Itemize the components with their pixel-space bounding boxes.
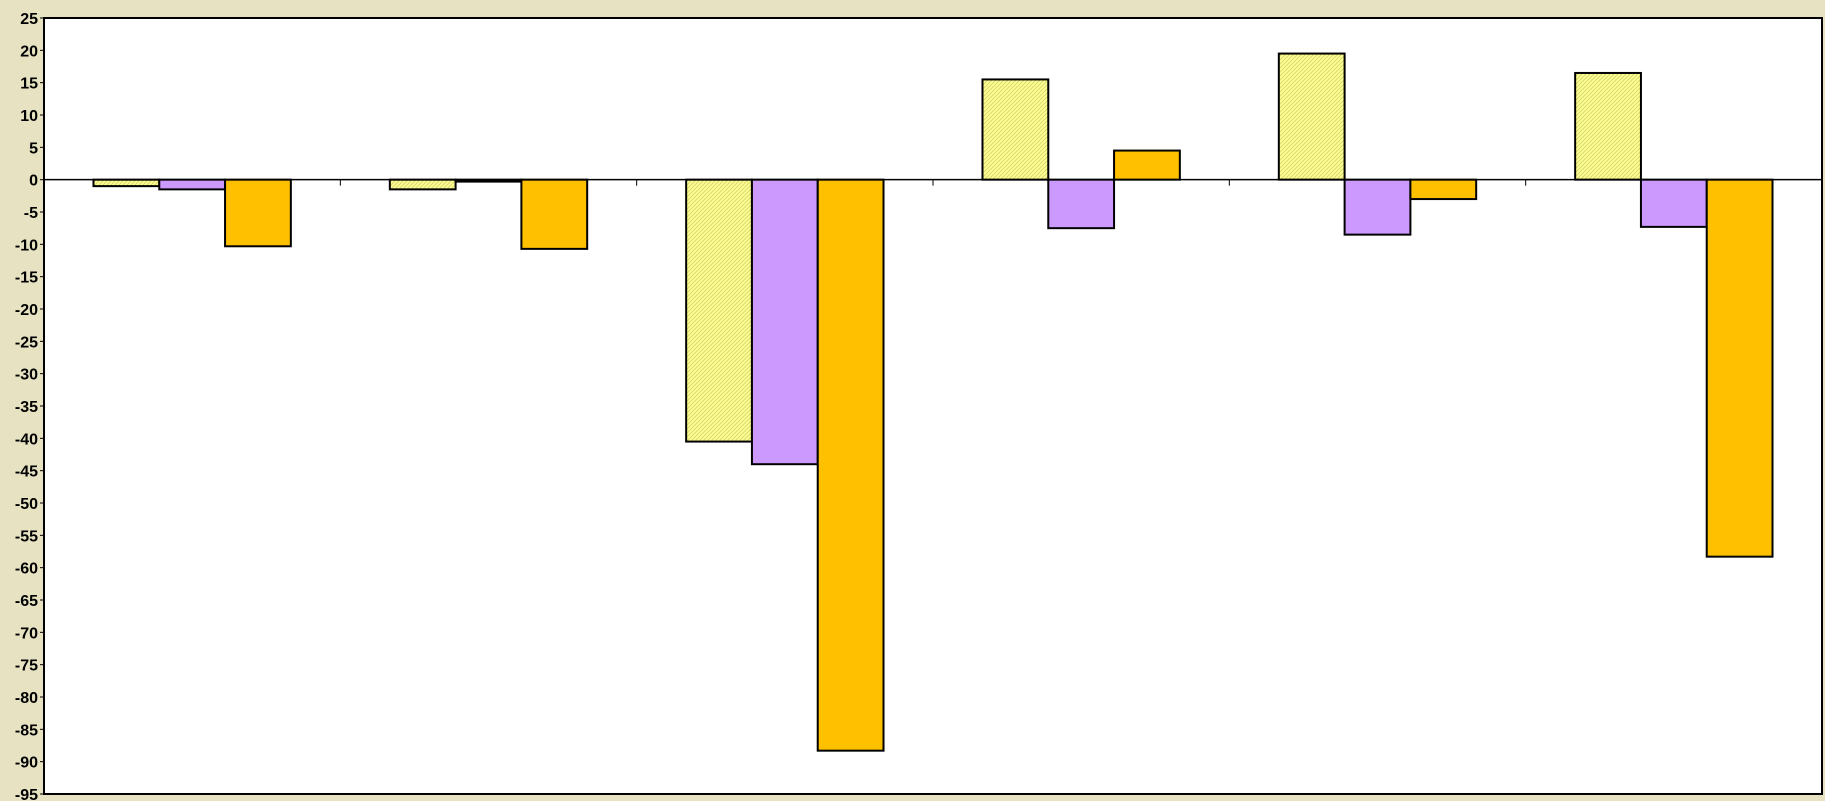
y-tick-label: -80	[15, 690, 38, 707]
bar	[1574, 71, 1642, 181]
bar	[1705, 178, 1774, 558]
y-tick-label: -15	[15, 270, 38, 287]
y-tick-label: 25	[20, 11, 38, 28]
bar	[685, 178, 753, 443]
y-tick-label: -35	[15, 399, 38, 416]
y-tick-label: -90	[15, 755, 38, 772]
y-tick-label: 0	[29, 173, 38, 190]
y-tick-label: -75	[15, 658, 38, 675]
y-tick-label: -40	[15, 431, 38, 448]
y-tick-label: 5	[29, 140, 38, 157]
plot-area	[43, 17, 1823, 795]
bar	[92, 178, 161, 188]
y-tick-label: -25	[15, 334, 38, 351]
y-tick-label: 15	[20, 76, 38, 93]
y-tick-label: 10	[20, 108, 38, 125]
bar	[158, 178, 227, 191]
y-tick-label: -65	[15, 593, 38, 610]
bar	[981, 78, 1050, 181]
bar	[750, 178, 819, 466]
bar	[1409, 178, 1478, 201]
y-tick-label: -45	[15, 464, 38, 481]
bar	[1639, 178, 1708, 228]
y-tick-label: -30	[15, 367, 38, 384]
y-tick-label: -70	[15, 625, 38, 642]
bar	[1343, 178, 1412, 236]
y-tick-label: -5	[24, 205, 38, 222]
y-tick-label: -55	[15, 528, 38, 545]
bar	[1277, 52, 1346, 181]
y-tick-label: 20	[20, 43, 38, 60]
y-tick-label: -20	[15, 302, 38, 319]
y-tick-label: -85	[15, 722, 38, 739]
bar	[1113, 149, 1181, 181]
bar	[1047, 178, 1116, 230]
y-tick-label: -50	[15, 496, 38, 513]
bar	[816, 178, 885, 752]
bar	[224, 178, 292, 248]
y-tick-label: -10	[15, 237, 38, 254]
y-tick-label: -60	[15, 561, 38, 578]
x-axis	[43, 178, 1823, 186]
bar	[388, 178, 457, 191]
bars	[92, 52, 1774, 752]
bar	[520, 178, 589, 250]
y-axis: 25 20 15 10 5 0 -5 -10 -15 -20 -25 -30 -35 -40 -45 -50 -…	[15, 11, 44, 801]
y-tick-label: -95	[15, 787, 38, 801]
